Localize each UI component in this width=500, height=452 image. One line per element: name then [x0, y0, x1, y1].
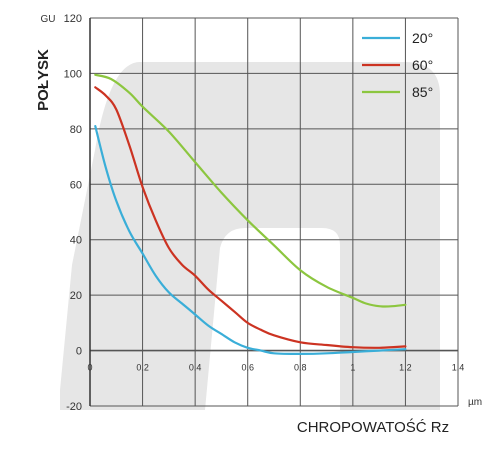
x-tick-label: 1.4 [452, 363, 465, 373]
x-tick-label: 1.2 [399, 363, 412, 373]
series-lines [94, 73, 407, 355]
grid [90, 17, 459, 407]
y-tick-label: 80 [70, 124, 82, 136]
x-axis-label: CHROPOWATOŚĆ Rz [297, 418, 449, 436]
watermark-logo [60, 62, 440, 410]
x-tick-label: 0.2 [136, 363, 149, 373]
legend-label-2: 60° [412, 57, 433, 73]
watermark-shape [60, 62, 440, 410]
series-line-1 [94, 125, 407, 355]
y-tick-label: 60 [70, 179, 82, 191]
x-tick-label: 0 [87, 363, 92, 373]
y-tick-label: 20 [70, 290, 82, 302]
y-tick-label: 40 [70, 235, 82, 247]
y-tick-label: 0 [76, 346, 82, 358]
x-tick-label: 0.6 [241, 363, 254, 373]
y-tick-label: 100 [64, 68, 82, 80]
y-axis-label: POŁYSK [35, 49, 52, 111]
x-tick-label: 1 [350, 363, 355, 373]
series-line-2 [94, 86, 407, 349]
legend: 20° 60° 85° [362, 30, 433, 100]
x-tick-label: 0.4 [189, 363, 202, 373]
y-unit-label: GU [41, 14, 56, 25]
series-line-3 [94, 73, 407, 308]
y-tick-label: 120 [64, 13, 82, 25]
x-unit-label: µm [468, 397, 482, 408]
legend-label-3: 85° [412, 84, 433, 100]
legend-label-1: 20° [412, 30, 433, 46]
y-tick-label: -20 [66, 401, 82, 413]
x-tick-label: 0.8 [294, 363, 307, 373]
tick-labels: 0 0.2 0.4 0.6 0.8 1 1.2 1.4 -20 0 20 40 60 80 100 120 [64, 13, 465, 413]
